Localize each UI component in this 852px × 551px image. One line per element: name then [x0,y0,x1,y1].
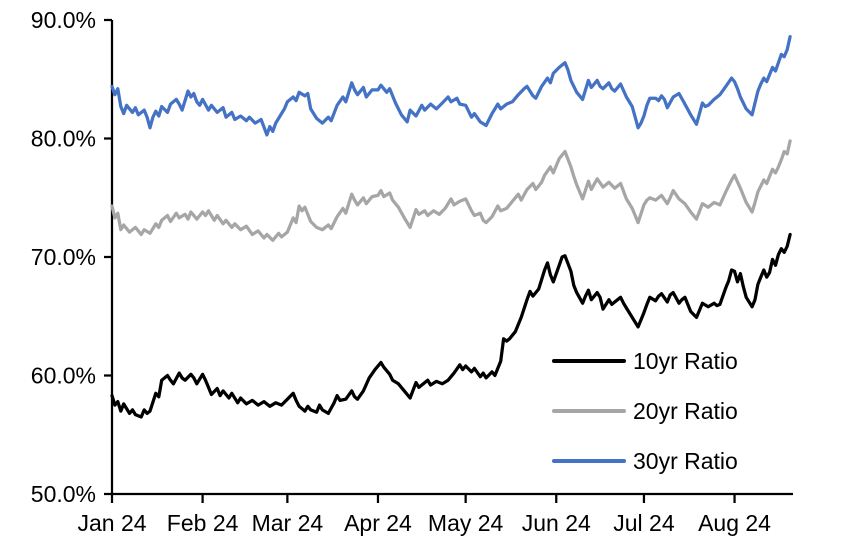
series-line-10yr-ratio [110,232,792,419]
legend-label-30yr: 30yr Ratio [633,447,738,474]
x-tick-label: Jul 24 [613,510,675,536]
y-tick-label: 60.0% [31,363,96,389]
x-tick-label: Feb 24 [167,510,239,536]
y-tick-label: 50.0% [31,481,96,507]
x-tick-label: May 24 [428,510,504,536]
legend-label-20yr: 20yr Ratio [633,397,738,424]
y-tick-label: 80.0% [31,126,96,152]
x-tick-label: Jan 24 [77,510,146,536]
legend: 10yr Ratio 20yr Ratio 30yr Ratio [552,336,738,486]
legend-label-10yr: 10yr Ratio [633,347,738,374]
x-tick-label: Aug 24 [698,510,771,536]
legend-item-20yr: 20yr Ratio [552,386,738,436]
x-tick-label: Jun 24 [522,510,591,536]
legend-line-20yr-icon [552,409,626,413]
y-tick-label: 90.0% [31,7,96,33]
legend-line-30yr-icon [552,459,626,463]
legend-item-10yr: 10yr Ratio [552,336,738,386]
legend-item-30yr: 30yr Ratio [552,436,738,486]
legend-line-10yr-icon [552,359,626,363]
x-tick-label: Apr 24 [344,510,412,536]
series-line-20yr-ratio [110,139,792,243]
y-tick-label: 70.0% [31,244,96,270]
x-tick-label: Mar 24 [252,510,324,536]
series-line-30yr-ratio [110,34,792,137]
